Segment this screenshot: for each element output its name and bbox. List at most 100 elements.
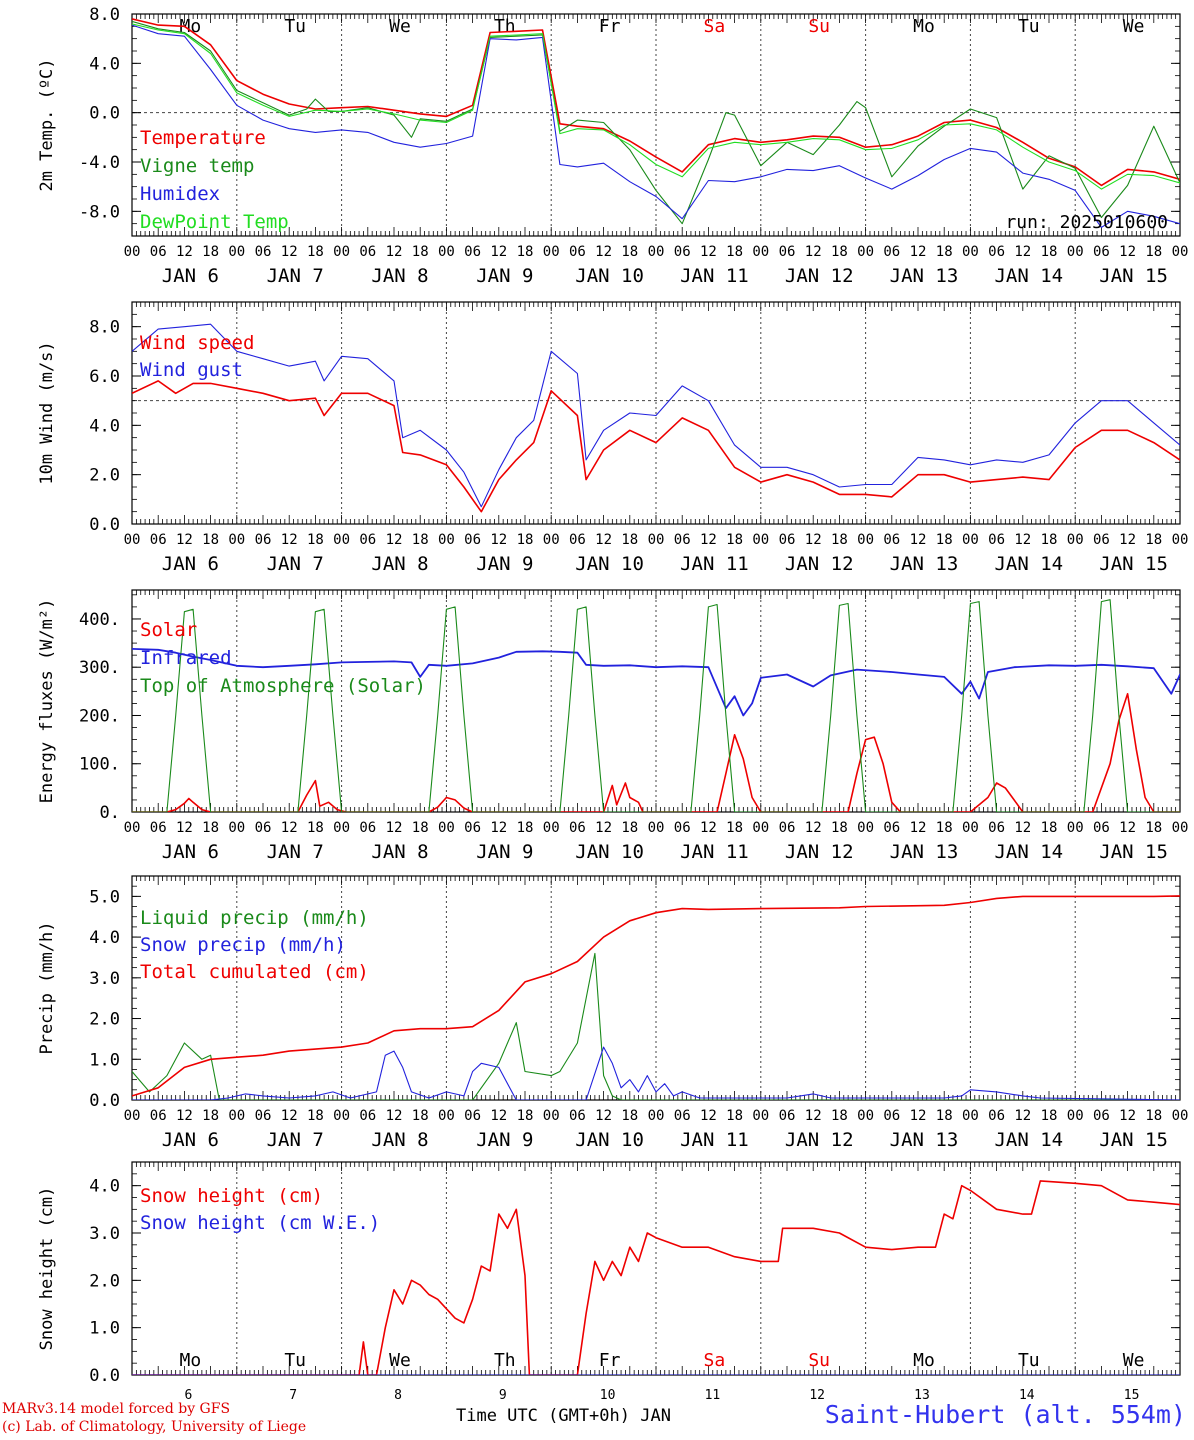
x-hour-label: 12 (595, 532, 612, 548)
series-line-vigne-temp (132, 20, 1180, 225)
y-tick-label: 4.0 (89, 54, 120, 74)
x-date-label: JAN 11 (680, 841, 749, 863)
x-hour-label: 00 (333, 532, 350, 548)
x-hour-label: 00 (124, 820, 141, 836)
x-hour-label: 12 (910, 820, 927, 836)
y-tick-label: 0.0 (89, 1091, 120, 1111)
x-date-label: JAN 12 (785, 1129, 854, 1151)
x-date-label: JAN 8 (371, 841, 428, 863)
x-hour-label: 00 (438, 244, 455, 260)
series-line-dewpoint-temp (132, 23, 1180, 190)
x-date-label: JAN 14 (994, 841, 1063, 863)
x-hour-label: 00 (962, 820, 979, 836)
panels-layer: -8.0 -4.0 0.0 4.0 8.0 2m Temp. (ºC) 00 06 12 18 00… (37, 5, 1189, 1403)
day-name-label: Tu (284, 1350, 306, 1371)
day-name-label: Mo (180, 1350, 202, 1371)
x-hour-label: 00 (648, 244, 665, 260)
day-name-label: Su (808, 16, 830, 37)
x-hour-label: 06 (674, 244, 691, 260)
credits-block: MARv3.14 model forced by GFS (c) Lab. of… (2, 1400, 306, 1436)
x-date-label: JAN 15 (1099, 553, 1168, 575)
x-hour-label: 00 (543, 820, 560, 836)
x-hour-label: 18 (1041, 244, 1058, 260)
x-hour-label: 12 (1119, 532, 1136, 548)
x-date-label: JAN 10 (575, 1129, 644, 1151)
series-line-solar (132, 692, 1180, 812)
day-name-label: We (1123, 16, 1145, 37)
x-hour-label: 06 (674, 1108, 691, 1124)
x-hour-label: 12 (490, 244, 507, 260)
x-hour-label: 06 (779, 1108, 796, 1124)
x-hour-label: 18 (307, 820, 324, 836)
x-hour-label: 12 (595, 244, 612, 260)
x-date-label: JAN 10 (575, 841, 644, 863)
x-hour-label: 06 (988, 1108, 1005, 1124)
legend-entry: DewPoint Temp (140, 211, 289, 233)
y-tick-label: 200. (79, 706, 120, 726)
x-hour-label: 00 (962, 244, 979, 260)
x-hour-label: 12 (176, 244, 193, 260)
x-hour-label: 12 (386, 1108, 403, 1124)
y-tick-label: 2.0 (89, 466, 120, 486)
legend-entry: Humidex (140, 183, 220, 205)
series-group (132, 323, 1180, 513)
legend-entry: Temperature (140, 127, 266, 149)
x-hour-label: 12 (490, 532, 507, 548)
x-hour-label: 00 (962, 1108, 979, 1124)
credit-line-model: MARv3.14 model forced by GFS (2, 1401, 231, 1417)
x-day-number: 14 (1019, 1388, 1035, 1403)
legend-entry: Vigne temp (140, 155, 254, 177)
x-hour-label: 00 (1067, 1108, 1084, 1124)
x-hour-label: 00 (752, 244, 769, 260)
x-date-label: JAN 6 (162, 553, 219, 575)
series-group (132, 18, 1180, 228)
legend-entry: Infrared (140, 647, 232, 669)
day-name-label: Sa (704, 1350, 726, 1371)
x-day-number: 13 (914, 1388, 930, 1403)
x-hour-label: 00 (438, 820, 455, 836)
x-hour-label: 00 (543, 532, 560, 548)
x-hour-label: 18 (412, 244, 429, 260)
x-hour-label: 12 (281, 532, 298, 548)
x-hour-label: 18 (202, 820, 219, 836)
series-line-humidex (132, 24, 1180, 228)
x-hour-label: 12 (595, 820, 612, 836)
x-date-label: JAN 11 (680, 1129, 749, 1151)
x-hour-label: 12 (910, 532, 927, 548)
x-date-label: JAN 6 (162, 841, 219, 863)
x-hour-label: 18 (831, 532, 848, 548)
y-axis-label: 2m Temp. (ºC) (37, 58, 57, 191)
x-date-label: JAN 12 (785, 265, 854, 287)
x-hour-label: 06 (988, 244, 1005, 260)
x-hour-label: 00 (1172, 1108, 1189, 1124)
x-hour-label: 18 (936, 244, 953, 260)
x-hour-label: 18 (831, 820, 848, 836)
y-tick-label: 8.0 (89, 318, 120, 338)
x-hour-label: 00 (228, 532, 245, 548)
day-name-label: Sa (704, 16, 726, 37)
x-date-label: JAN 13 (890, 553, 959, 575)
x-hour-label: 00 (962, 532, 979, 548)
x-date-label: JAN 7 (267, 265, 324, 287)
x-hour-label: 00 (857, 820, 874, 836)
y-tick-label: 2.0 (89, 1010, 120, 1030)
x-hour-label: 06 (255, 532, 272, 548)
x-hour-label: 06 (150, 244, 167, 260)
x-hour-label: 00 (333, 820, 350, 836)
x-hour-label: 18 (726, 244, 743, 260)
day-name-label: We (389, 16, 411, 37)
x-hour-label: 18 (1041, 1108, 1058, 1124)
y-axis-label: Energy fluxes (W/m²) (37, 599, 57, 804)
y-tick-label: 4.0 (89, 416, 120, 436)
x-day-number: 7 (289, 1388, 297, 1403)
x-hour-label: 18 (936, 532, 953, 548)
station-title: Saint-Hubert (alt. 554m) (824, 1400, 1186, 1429)
day-name-label: Su (808, 1350, 830, 1371)
x-hour-label: 06 (359, 244, 376, 260)
x-hour-label: 06 (674, 820, 691, 836)
x-hour-label: 00 (648, 532, 665, 548)
x-hour-label: 00 (1172, 820, 1189, 836)
x-date-label: JAN 8 (371, 553, 428, 575)
x-date-label: JAN 11 (680, 265, 749, 287)
